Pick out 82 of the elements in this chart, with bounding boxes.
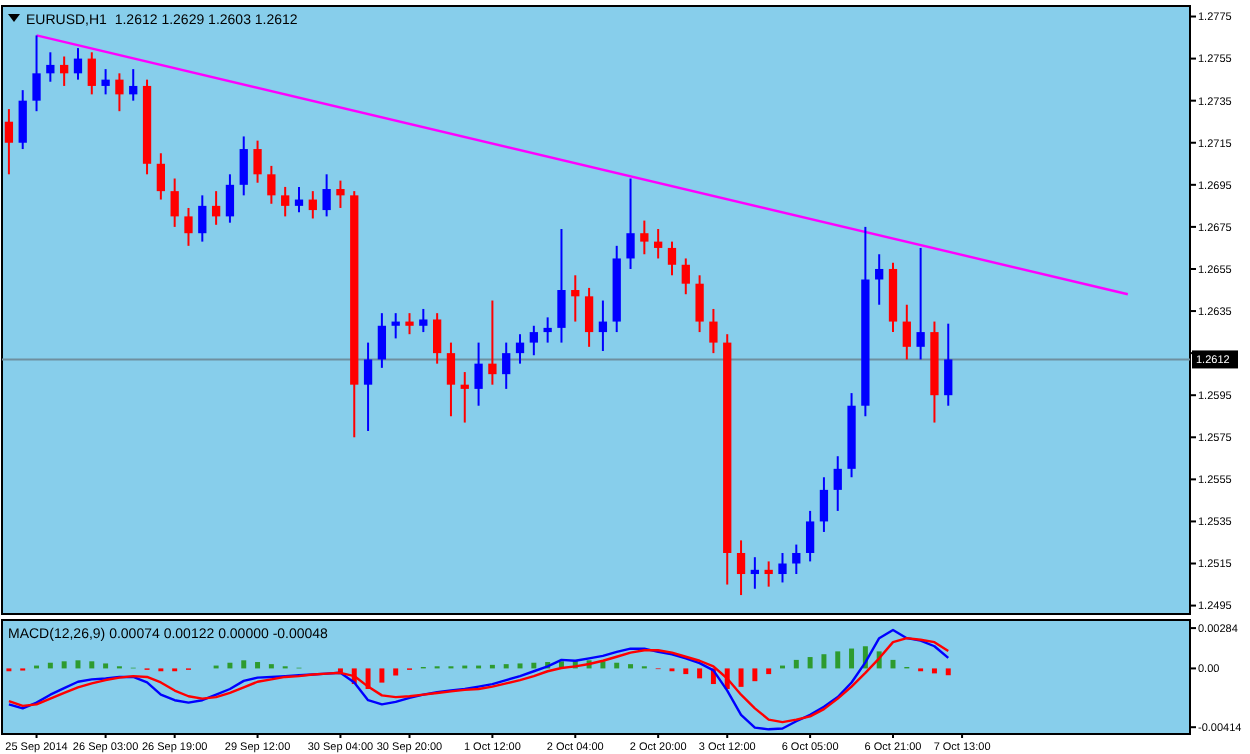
candlestick: [750, 556, 759, 590]
candlestick: [267, 164, 276, 205]
candlestick: [488, 299, 497, 386]
candlestick: [239, 135, 248, 197]
candlestick: [322, 173, 331, 218]
candlestick: [695, 274, 704, 334]
candlestick: [73, 47, 83, 81]
candlestick: [571, 274, 580, 323]
candlestick: [778, 551, 787, 584]
bar: [697, 668, 703, 679]
bar: [945, 668, 951, 676]
candlestick: [377, 312, 387, 369]
bar: [821, 654, 827, 669]
candlestick: [819, 476, 829, 533]
candlestick: [805, 509, 815, 563]
bar: [255, 662, 261, 669]
candlestick: [391, 312, 400, 340]
candlestick: [308, 190, 317, 220]
candlestick: [543, 316, 552, 344]
candlestick: [129, 68, 138, 102]
candlestick: [598, 299, 608, 353]
bar: [849, 648, 855, 669]
bar: [61, 661, 67, 669]
candlestick: [87, 51, 96, 96]
bar: [683, 668, 689, 675]
candlestick: [115, 72, 124, 113]
candlestick: [736, 539, 746, 597]
candlestick: [626, 177, 635, 270]
candlestick: [944, 322, 953, 407]
candlestick: [419, 307, 428, 334]
candlestick: [4, 108, 14, 176]
candlestick: [640, 219, 649, 256]
bar: [517, 663, 523, 669]
candlestick: [32, 34, 41, 113]
candlestick: [225, 173, 235, 224]
bar: [393, 668, 399, 676]
candlestick: [433, 312, 442, 365]
candlestick: [446, 341, 456, 418]
candlestick: [294, 185, 304, 214]
candlestick: [363, 341, 373, 432]
bar: [103, 663, 109, 669]
candlestick: [211, 190, 221, 226]
candlestick: [709, 307, 718, 355]
candlestick: [902, 303, 911, 361]
candlestick: [681, 257, 690, 296]
candlestick: [198, 194, 207, 243]
candlestick: [60, 55, 69, 87]
candlestick: [184, 206, 193, 247]
candlestick: [170, 177, 179, 228]
bar: [793, 659, 799, 669]
candlestick: [474, 341, 483, 407]
candlestick: [654, 228, 663, 260]
bar: [75, 660, 81, 669]
bar: [738, 668, 744, 687]
candlestick: [46, 51, 55, 83]
candlestick: [667, 240, 677, 277]
candlestick: [281, 185, 290, 218]
candlestick: [336, 179, 345, 209]
bar: [241, 660, 247, 669]
candlestick: [502, 341, 511, 390]
bar: [752, 668, 758, 682]
bar: [379, 668, 385, 683]
bar: [89, 661, 95, 669]
candlestick: [557, 228, 566, 344]
candlestick: [875, 253, 884, 306]
candlestick: [18, 89, 27, 151]
candlestick: [916, 246, 925, 361]
candlestick: [460, 371, 469, 424]
candlestick: [764, 560, 773, 588]
bar: [835, 651, 841, 669]
candlestick: [529, 324, 538, 357]
bar: [807, 657, 813, 669]
bar: [766, 668, 772, 675]
candlestick: [101, 68, 110, 96]
candlestick: [253, 139, 262, 184]
candlestick: [833, 455, 842, 512]
candlestick: [515, 333, 525, 365]
candlestick: [156, 152, 165, 201]
candlestick: [584, 286, 594, 348]
candlestick: [405, 312, 414, 336]
candlestick: [792, 543, 801, 576]
bar: [931, 668, 937, 674]
